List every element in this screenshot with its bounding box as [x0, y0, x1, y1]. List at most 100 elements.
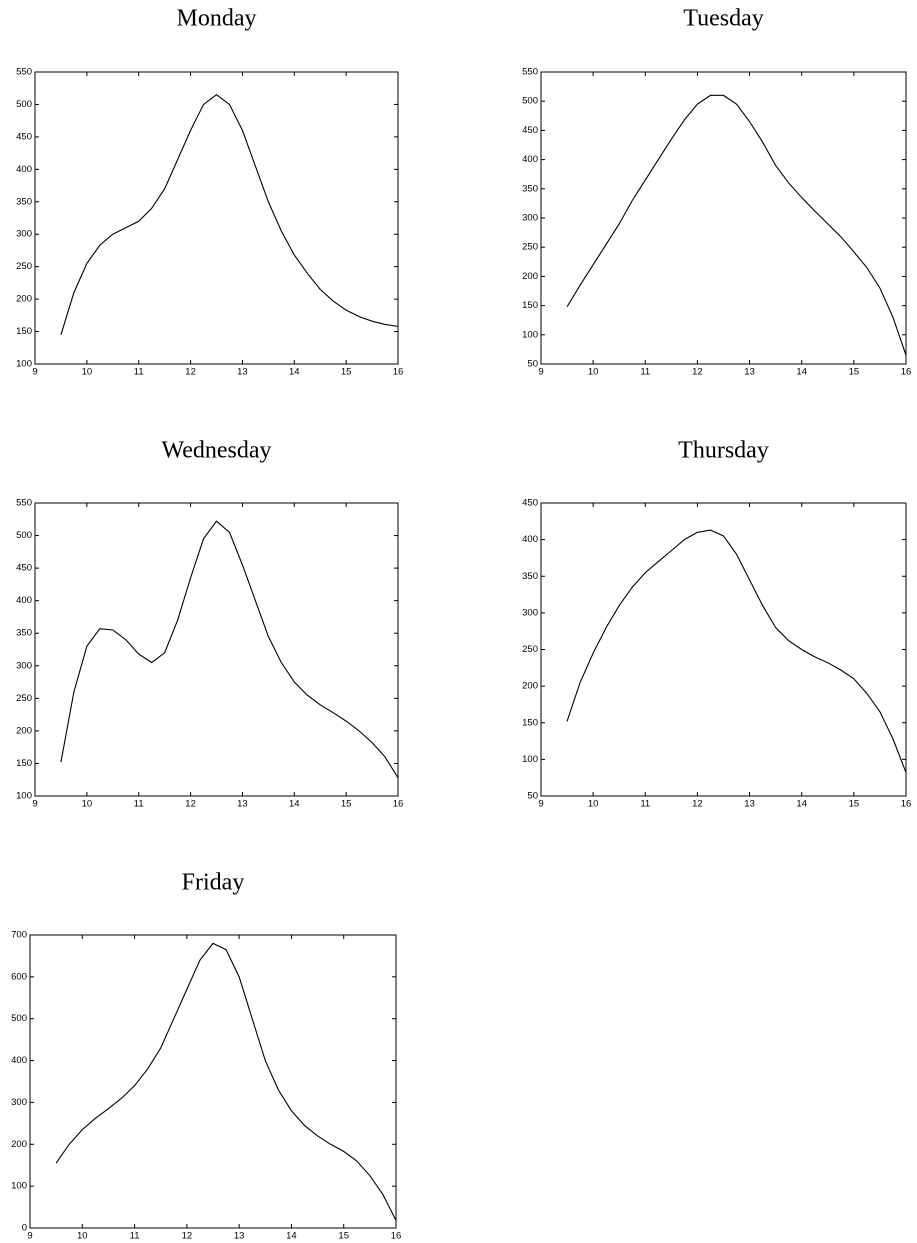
y-tick-label: 350	[522, 183, 538, 194]
y-tick-label: 150	[522, 300, 538, 311]
y-tick-label: 150	[522, 717, 538, 728]
x-tick-label: 13	[234, 1231, 245, 1242]
y-tick-label: 100	[16, 791, 32, 802]
chart-title: Wednesday	[161, 438, 271, 464]
x-tick-label: 13	[744, 367, 755, 378]
data-line	[60, 520, 399, 779]
y-tick-label: 500	[522, 96, 538, 107]
y-tick-label: 350	[16, 628, 32, 639]
y-tick-label: 500	[11, 1013, 27, 1024]
x-tick-label: 12	[692, 799, 703, 810]
x-tick-label: 15	[849, 367, 860, 378]
y-tick-label: 400	[16, 164, 32, 175]
x-tick-label: 12	[692, 367, 703, 378]
y-tick-label: 250	[522, 644, 538, 655]
y-tick-label: 250	[16, 693, 32, 704]
x-tick-label: 13	[744, 799, 755, 810]
y-tick-label: 450	[522, 498, 538, 509]
x-tick-label: 16	[901, 367, 912, 378]
chart-title: Monday	[177, 6, 257, 32]
y-tick-label: 400	[522, 534, 538, 545]
y-tick-label: 100	[522, 329, 538, 340]
y-tick-label: 350	[522, 571, 538, 582]
data-line	[60, 94, 399, 335]
y-tick-label: 400	[11, 1055, 27, 1066]
y-tick-label: 400	[16, 595, 32, 606]
y-tick-label: 0	[22, 1223, 27, 1234]
x-tick-label: 12	[185, 367, 196, 378]
chart-title: Tuesday	[683, 6, 763, 32]
x-tick-label: 10	[588, 367, 599, 378]
x-tick-label: 14	[286, 1231, 297, 1242]
y-tick-label: 150	[16, 326, 32, 337]
y-tick-label: 550	[522, 67, 538, 78]
plot-frame	[29, 934, 397, 1229]
x-tick-label: 16	[901, 799, 912, 810]
x-tick-label: 9	[27, 1231, 32, 1242]
y-tick-label: 50	[527, 359, 538, 370]
y-tick-label: 450	[16, 563, 32, 574]
x-tick-label: 15	[341, 799, 352, 810]
x-tick-label: 16	[393, 799, 404, 810]
y-tick-label: 200	[16, 294, 32, 305]
y-tick-label: 300	[522, 607, 538, 618]
y-tick-label: 250	[16, 261, 32, 272]
y-tick-label: 550	[16, 498, 32, 509]
x-tick-label: 11	[134, 367, 144, 378]
x-tick-label: 14	[796, 799, 807, 810]
y-tick-label: 300	[16, 660, 32, 671]
y-tick-label: 50	[527, 791, 538, 802]
x-tick-label: 14	[289, 799, 300, 810]
plot-frame	[34, 71, 399, 365]
x-tick-label: 11	[640, 799, 650, 810]
y-tick-label: 450	[522, 125, 538, 136]
x-tick-label: 14	[796, 367, 807, 378]
x-tick-label: 11	[134, 799, 144, 810]
y-tick-label: 150	[16, 758, 32, 769]
x-tick-label: 11	[640, 367, 650, 378]
y-tick-label: 350	[16, 196, 32, 207]
y-tick-label: 500	[16, 99, 32, 110]
y-tick-label: 400	[522, 154, 538, 165]
y-tick-label: 100	[522, 754, 538, 765]
data-line	[566, 94, 907, 356]
y-tick-label: 200	[16, 725, 32, 736]
x-tick-label: 14	[289, 367, 300, 378]
y-tick-label: 600	[11, 971, 27, 982]
y-tick-label: 450	[16, 131, 32, 142]
x-tick-label: 10	[82, 799, 93, 810]
x-tick-label: 10	[82, 367, 93, 378]
chart-title: Friday	[182, 870, 245, 896]
y-tick-label: 300	[11, 1097, 27, 1108]
y-tick-label: 200	[11, 1139, 27, 1150]
x-tick-label: 13	[237, 367, 248, 378]
y-tick-label: 700	[11, 930, 27, 941]
plot-frame	[34, 502, 399, 797]
y-tick-label: 200	[522, 271, 538, 282]
x-tick-label: 9	[32, 367, 37, 378]
data-line	[566, 529, 907, 773]
x-tick-label: 16	[393, 367, 404, 378]
x-tick-label: 15	[849, 799, 860, 810]
x-tick-label: 10	[77, 1231, 88, 1242]
y-tick-label: 550	[16, 67, 32, 78]
y-tick-label: 200	[522, 681, 538, 692]
y-tick-label: 300	[522, 213, 538, 224]
y-tick-label: 100	[16, 359, 32, 370]
x-tick-label: 16	[391, 1231, 402, 1242]
y-tick-label: 100	[11, 1181, 27, 1192]
data-line	[55, 942, 397, 1221]
x-tick-label: 15	[341, 367, 352, 378]
x-tick-label: 12	[182, 1231, 193, 1242]
x-tick-label: 15	[338, 1231, 349, 1242]
y-tick-label: 250	[522, 242, 538, 253]
y-tick-label: 500	[16, 530, 32, 541]
x-tick-label: 12	[185, 799, 196, 810]
x-tick-label: 13	[237, 799, 248, 810]
plot-frame	[540, 71, 907, 365]
x-tick-label: 9	[538, 799, 543, 810]
x-tick-label: 10	[588, 799, 599, 810]
x-tick-label: 9	[32, 799, 37, 810]
x-tick-label: 11	[130, 1231, 140, 1242]
